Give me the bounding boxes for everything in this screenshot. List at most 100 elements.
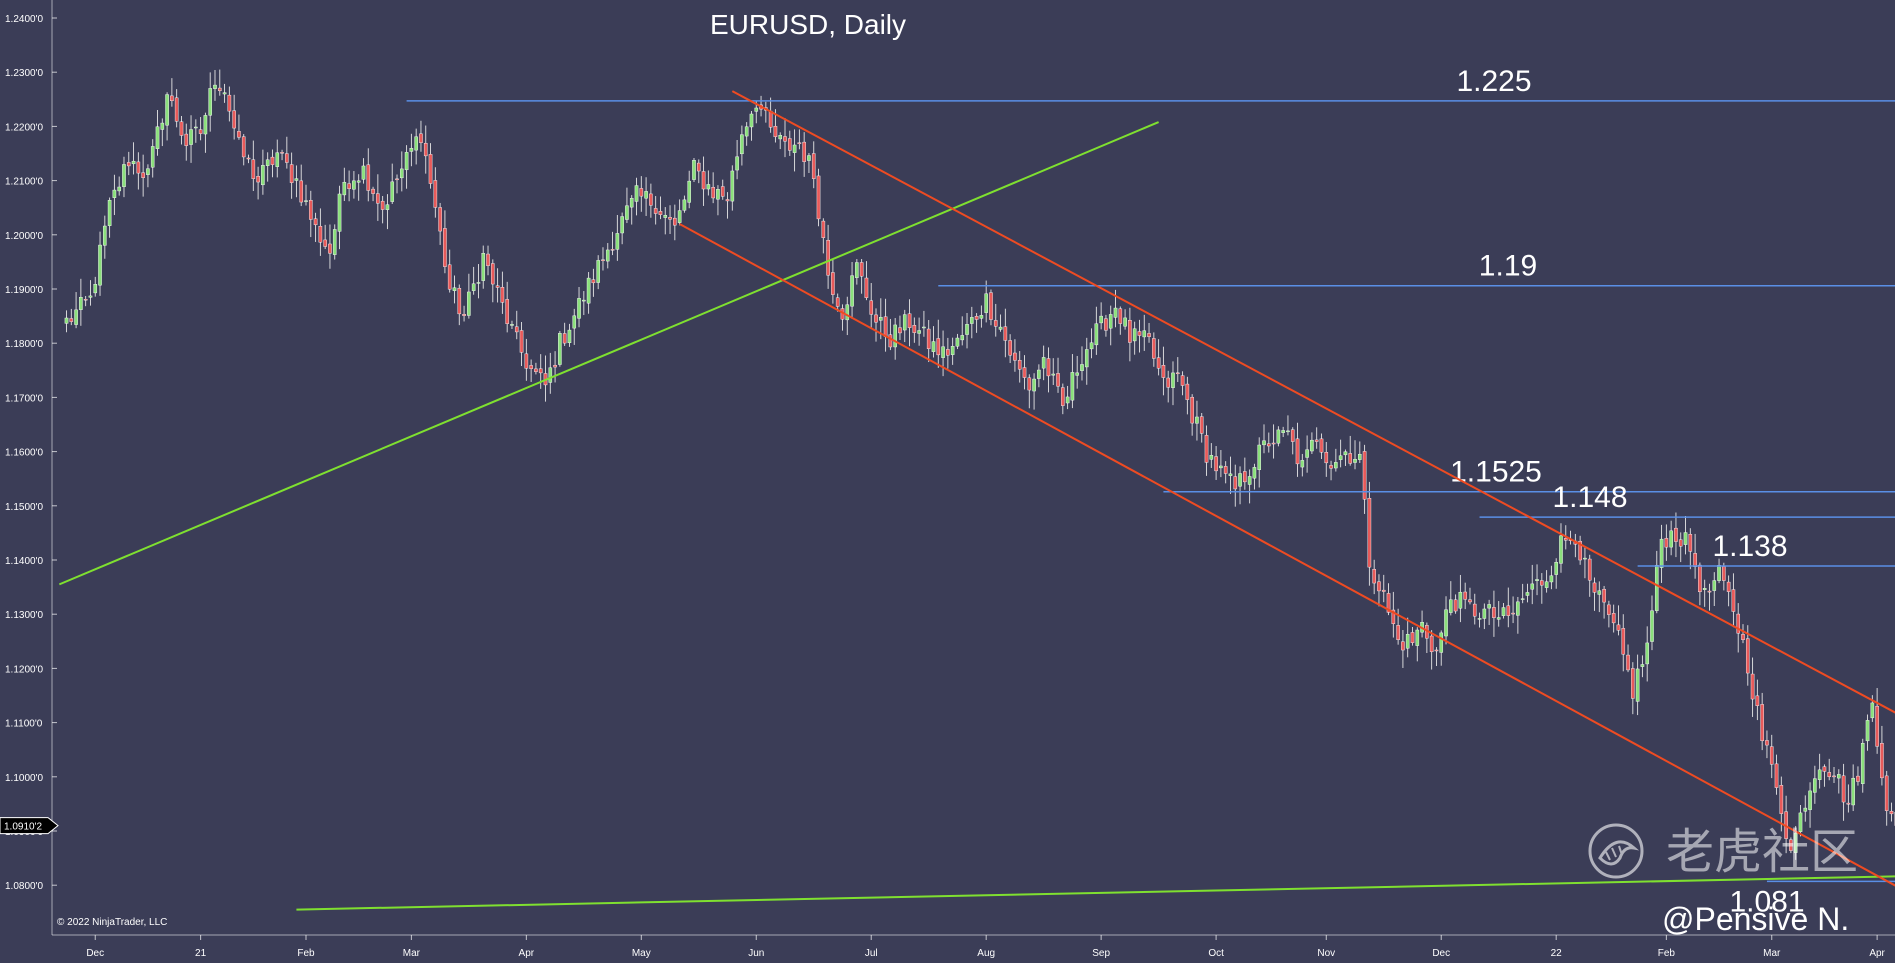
- candle-body: [1506, 605, 1511, 616]
- candle: [792, 129, 797, 172]
- candle: [850, 261, 854, 319]
- candle: [486, 245, 490, 276]
- candle: [361, 158, 366, 184]
- candle: [241, 134, 246, 166]
- candle-body: [1022, 367, 1027, 378]
- candle-body: [1338, 455, 1343, 460]
- candle-body: [1597, 590, 1602, 595]
- candle-body: [160, 122, 165, 130]
- candle: [1707, 583, 1712, 611]
- candle-body: [1386, 593, 1391, 613]
- candle-body: [304, 200, 308, 202]
- candle: [898, 315, 902, 340]
- candle: [1391, 591, 1396, 638]
- candle-body: [1084, 349, 1089, 368]
- candle-body: [1856, 775, 1860, 782]
- candle: [1453, 594, 1458, 614]
- candle: [993, 303, 998, 337]
- candle: [1046, 347, 1051, 393]
- candle: [1223, 461, 1228, 484]
- candle: [1271, 424, 1276, 459]
- candle: [136, 152, 141, 190]
- candle-body: [768, 110, 773, 128]
- candle-body: [1281, 430, 1285, 433]
- candle: [400, 151, 404, 192]
- candle-body: [165, 94, 169, 126]
- candle-body: [136, 161, 141, 174]
- candle-body: [1314, 439, 1319, 442]
- y-tick-label: 1.1000'0: [5, 773, 43, 784]
- candle: [1769, 734, 1774, 779]
- candle: [1214, 446, 1218, 480]
- candle: [150, 139, 155, 178]
- candle: [1607, 600, 1611, 628]
- candle: [615, 215, 620, 261]
- candle-body: [227, 94, 232, 112]
- candle: [1084, 337, 1089, 385]
- candle-body: [984, 293, 988, 313]
- candle: [155, 109, 160, 156]
- candle-body: [452, 287, 457, 291]
- candle: [1635, 654, 1640, 716]
- candle: [1008, 334, 1012, 364]
- candle-body: [1123, 317, 1127, 327]
- candle: [1286, 415, 1290, 436]
- candle: [337, 185, 342, 250]
- candle-body: [970, 317, 974, 324]
- candle-body: [1472, 603, 1477, 617]
- candle-body: [1836, 774, 1841, 779]
- candle-body: [1650, 610, 1654, 642]
- candle-body: [83, 299, 88, 301]
- candle-body: [414, 136, 418, 151]
- candle-body: [797, 142, 802, 144]
- candle-body: [898, 327, 902, 334]
- candles: [64, 69, 1895, 860]
- candle: [1439, 630, 1444, 666]
- candle: [227, 86, 232, 122]
- candle-body: [337, 193, 342, 232]
- candle: [328, 224, 332, 269]
- x-tick-label: Mar: [403, 948, 421, 959]
- candle: [1209, 443, 1214, 468]
- candle: [1779, 776, 1784, 832]
- candle-body: [1065, 396, 1070, 404]
- candle: [1688, 528, 1693, 570]
- candle: [984, 280, 988, 323]
- candle-body: [1813, 778, 1817, 793]
- candle-body: [1228, 473, 1233, 476]
- x-tick-label: Mar: [1763, 948, 1781, 959]
- candle-body: [376, 193, 380, 204]
- candle-body: [1880, 743, 1884, 779]
- candle: [946, 337, 950, 369]
- candle: [926, 320, 931, 363]
- tiger-logo-icon: [1588, 823, 1644, 879]
- candle: [701, 156, 706, 206]
- candle-body: [495, 285, 500, 288]
- candle-body: [1223, 466, 1228, 474]
- candle-body: [285, 153, 289, 163]
- candle-body: [1238, 473, 1242, 487]
- candle-body: [1152, 338, 1156, 359]
- candle-body: [1180, 375, 1185, 386]
- candle-body: [831, 272, 835, 295]
- candle-body: [605, 249, 610, 262]
- candle: [1353, 440, 1357, 470]
- candle-body: [1137, 331, 1142, 336]
- candle: [1674, 512, 1678, 558]
- candle: [696, 159, 701, 184]
- candle: [1281, 426, 1285, 437]
- current-price-label: 1.0910'2: [4, 822, 42, 833]
- candle: [989, 289, 993, 326]
- candle: [1559, 523, 1563, 573]
- candle: [1544, 570, 1549, 593]
- candle: [510, 320, 514, 329]
- candle-body: [716, 189, 720, 200]
- candle-body: [251, 159, 256, 179]
- candle: [1425, 622, 1429, 654]
- level-label: 1.225: [1456, 65, 1531, 98]
- candle-body: [419, 133, 423, 143]
- candle-body: [1803, 807, 1808, 812]
- candle: [1884, 770, 1889, 826]
- candle: [634, 177, 639, 216]
- candle-body: [625, 205, 629, 220]
